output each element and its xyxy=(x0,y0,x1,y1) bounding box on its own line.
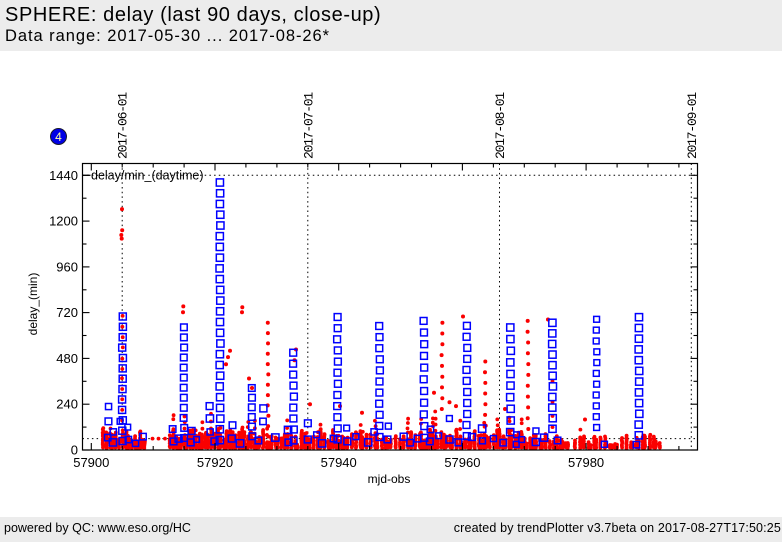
svg-text:delay_(min): delay_(min) xyxy=(26,273,40,336)
svg-text:57940: 57940 xyxy=(321,455,357,470)
svg-text:2017-06-01: 2017-06-01 xyxy=(116,92,131,159)
svg-text:240: 240 xyxy=(56,397,78,412)
svg-text:57980: 57980 xyxy=(568,455,604,470)
svg-text:mjd-obs: mjd-obs xyxy=(368,472,411,486)
svg-text:57900: 57900 xyxy=(73,455,109,470)
svg-text:960: 960 xyxy=(56,259,78,274)
svg-text:57920: 57920 xyxy=(197,455,233,470)
svg-text:480: 480 xyxy=(56,351,78,366)
svg-text:delay/min_(daytime): delay/min_(daytime) xyxy=(91,169,204,183)
svg-text:57960: 57960 xyxy=(444,455,480,470)
svg-text:2017-08-01: 2017-08-01 xyxy=(493,92,508,159)
svg-text:720: 720 xyxy=(56,305,78,320)
svg-text:1200: 1200 xyxy=(49,214,78,229)
svg-text:1440: 1440 xyxy=(49,168,78,183)
svg-text:2017-07-01: 2017-07-01 xyxy=(301,92,316,159)
svg-text:2017-09-01: 2017-09-01 xyxy=(685,92,700,159)
svg-text:0: 0 xyxy=(71,443,78,458)
